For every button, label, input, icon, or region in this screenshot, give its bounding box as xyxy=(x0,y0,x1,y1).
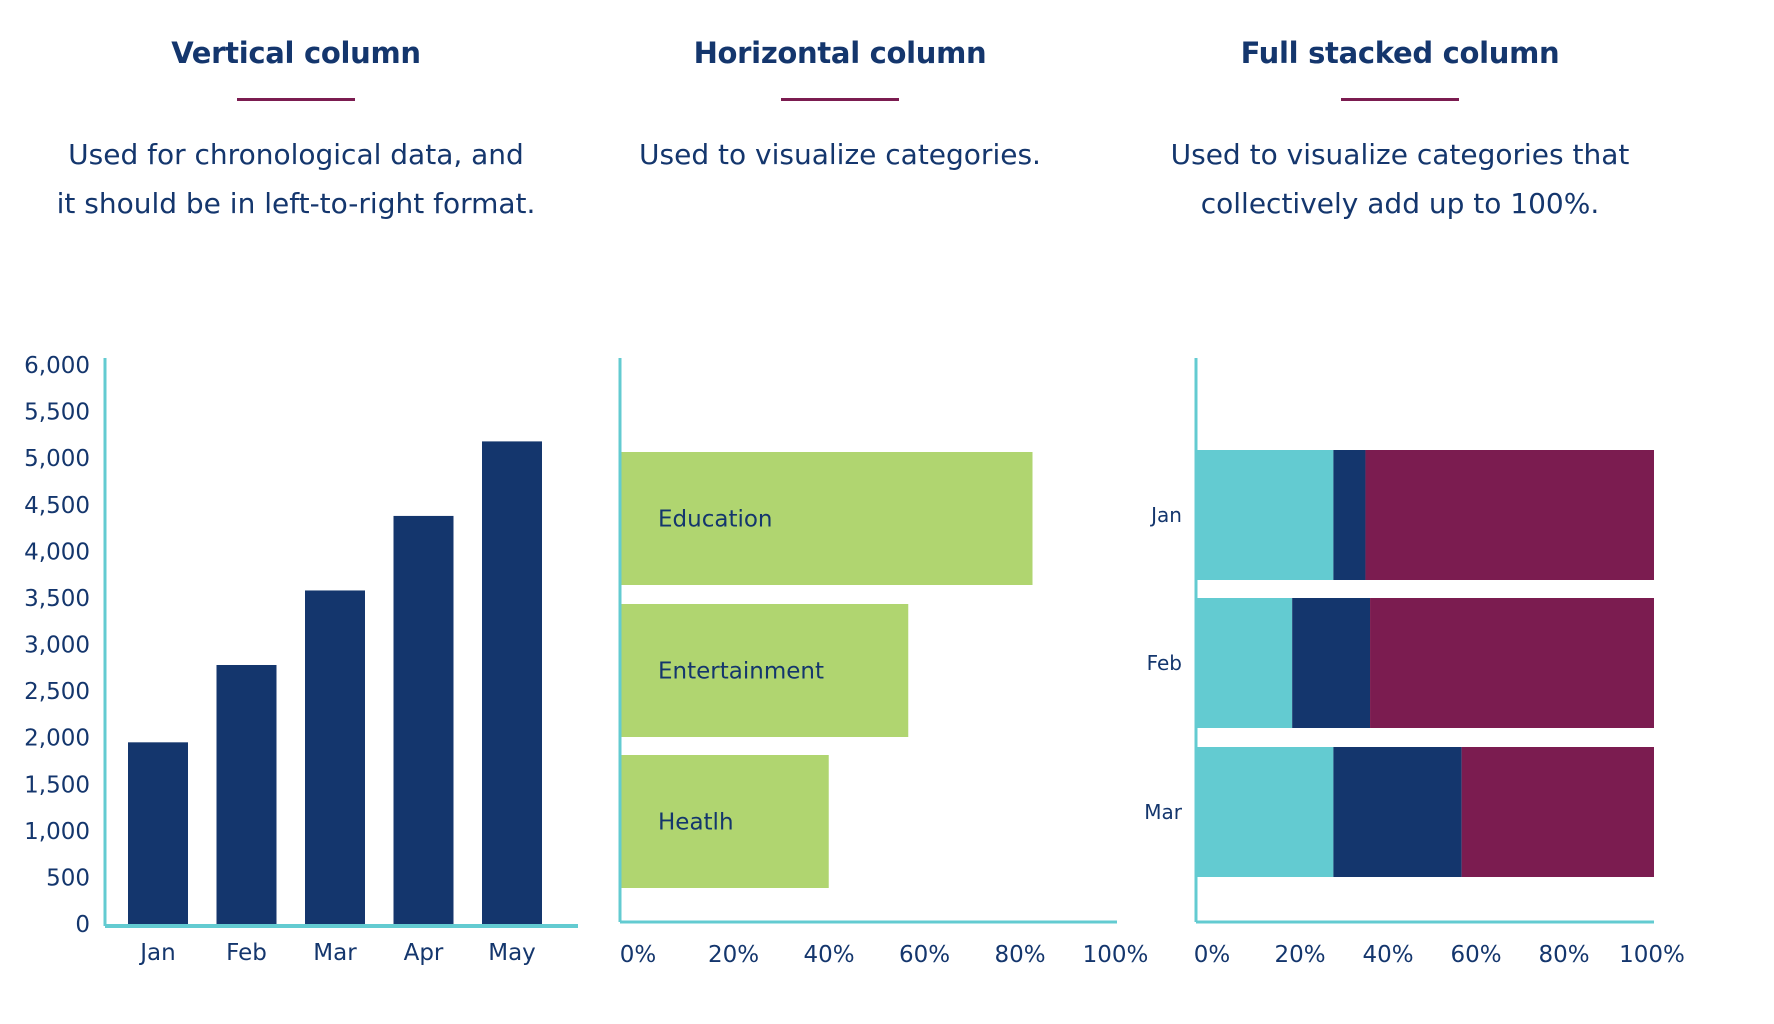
x-tick-label: 80% xyxy=(994,942,1045,968)
bar-mar xyxy=(305,590,365,924)
stack-segment-feb-1 xyxy=(1196,598,1293,728)
x-tick-label: 0% xyxy=(620,942,657,968)
x-tick-label: 100% xyxy=(1083,942,1149,968)
stack-segment-feb-2 xyxy=(1292,598,1371,728)
y-tick-label: 2,000 xyxy=(24,726,90,752)
title-underline xyxy=(1341,98,1459,101)
bar-category-label: Heatlh xyxy=(658,810,734,836)
bar-heatlh xyxy=(620,755,829,888)
y-tick-label: 4,500 xyxy=(24,493,90,519)
x-tick-label: 0% xyxy=(1194,942,1231,968)
y-tick-label: 5,000 xyxy=(24,446,90,472)
x-tick-label: 80% xyxy=(1538,942,1589,968)
x-tick-label: Feb xyxy=(226,940,267,966)
y-tick-label: 3,500 xyxy=(24,586,90,612)
x-tick-label: 100% xyxy=(1619,942,1685,968)
stack-segment-mar-3 xyxy=(1461,747,1654,877)
y-tick-label: 3,000 xyxy=(24,633,90,659)
panel-title: Vertical column xyxy=(171,36,421,70)
panel-description: Used for chronological data, and it shou… xyxy=(56,138,536,220)
bar-feb xyxy=(216,664,277,924)
x-tick-label: 60% xyxy=(899,942,950,968)
bar-education xyxy=(620,452,1033,585)
stack-segment-feb-3 xyxy=(1370,598,1654,728)
bar-jan xyxy=(128,742,188,924)
x-tick-label: 20% xyxy=(1274,942,1325,968)
bar-category-label: Entertainment xyxy=(658,659,824,685)
y-tick-label: 4,000 xyxy=(24,539,90,565)
y-tick-label: 1,000 xyxy=(24,819,90,845)
x-tick-label: 40% xyxy=(1362,942,1413,968)
bar-category-label: Education xyxy=(658,507,773,533)
y-tick-label: 0 xyxy=(75,912,90,938)
stack-segment-jan-3 xyxy=(1365,450,1654,580)
panel-description: Used to visualize categories. xyxy=(639,138,1041,171)
stack-segment-jan-2 xyxy=(1333,450,1366,580)
x-tick-label: Mar xyxy=(313,940,357,966)
stack-segment-mar-1 xyxy=(1196,747,1334,877)
x-tick-label: Apr xyxy=(404,940,444,966)
y-tick-label: 2,500 xyxy=(24,679,90,705)
y-category-label: Feb xyxy=(1147,651,1182,675)
stack-segment-mar-2 xyxy=(1333,747,1462,877)
x-tick-label: Jan xyxy=(138,940,175,966)
bar-entertainment xyxy=(620,604,909,737)
stack-segment-jan-1 xyxy=(1196,450,1334,580)
bar-may xyxy=(482,441,542,924)
x-tick-label: May xyxy=(488,940,536,966)
panel-description: Used to visualize categories that collec… xyxy=(1170,138,1630,220)
y-tick-label: 1,500 xyxy=(24,772,90,798)
x-tick-label: 60% xyxy=(1450,942,1501,968)
y-category-label: Mar xyxy=(1144,800,1183,824)
x-tick-label: 20% xyxy=(708,942,759,968)
bar-apr xyxy=(393,515,454,924)
y-category-label: Jan xyxy=(1149,503,1182,527)
panel-title: Full stacked column xyxy=(1240,36,1560,70)
title-underline xyxy=(781,98,899,101)
title-underline xyxy=(237,98,355,101)
y-tick-label: 500 xyxy=(46,865,90,891)
y-tick-label: 6,000 xyxy=(24,353,90,379)
panel-title: Horizontal column xyxy=(693,36,987,70)
y-tick-label: 5,500 xyxy=(24,400,90,426)
x-tick-label: 40% xyxy=(803,942,854,968)
